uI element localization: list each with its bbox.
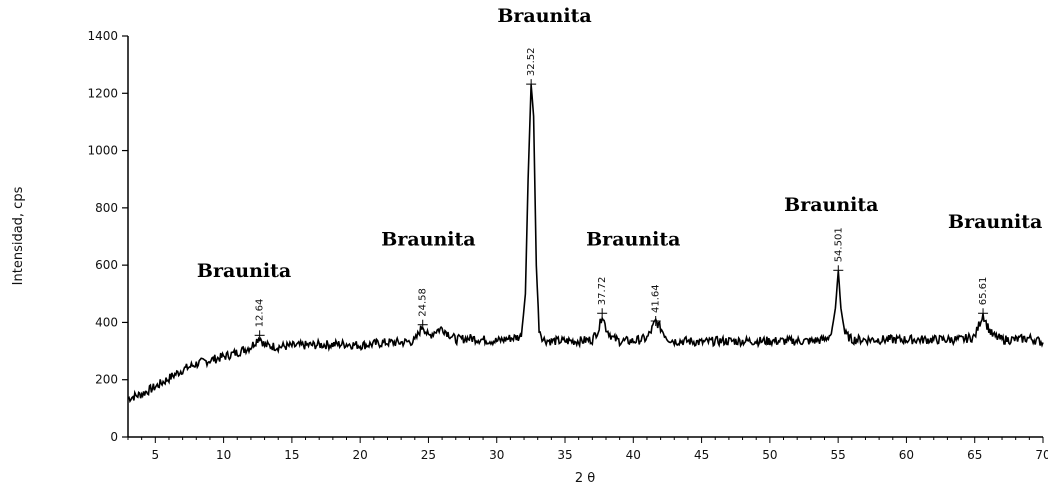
y-ticks: 0 200 400 600 800 1000 1200 1400 [87, 29, 128, 444]
x-tick-label: 25 [421, 448, 436, 462]
x-tick-label: 55 [831, 448, 846, 462]
y-tick-label: 400 [95, 315, 118, 329]
x-tick-label: 60 [899, 448, 914, 462]
x-tick-label: 50 [762, 448, 777, 462]
peak-label: 32.52 [526, 47, 537, 76]
x-tick-label: 5 [151, 448, 159, 462]
phase-annotation: Braunita [948, 211, 1042, 233]
phase-annotation: Braunita [784, 194, 878, 216]
y-tick-label: 1200 [87, 86, 118, 100]
x-tick-label: 45 [694, 448, 709, 462]
phase-annotation: Braunita [197, 260, 291, 282]
y-tick-label: 800 [95, 201, 118, 215]
phase-annotation: Braunita [497, 5, 591, 27]
peak-label: 65.61 [978, 277, 989, 306]
peak-label: 24.58 [418, 288, 429, 317]
peak-label: 37.72 [597, 277, 608, 306]
series-line [127, 84, 1044, 404]
y-tick-label: 200 [95, 373, 118, 387]
x-tick-label: 30 [489, 448, 504, 462]
x-tick-label: 40 [626, 448, 641, 462]
x-tick-label: 35 [557, 448, 572, 462]
peak-label: 54.501 [833, 227, 844, 262]
x-ticks: 5 10 15 20 25 30 35 40 45 50 55 60 65 70 [127, 437, 1048, 462]
y-axis-title: Intensidad, cps [11, 186, 26, 285]
y-tick-label: 1400 [87, 29, 118, 43]
peak-label: 12.64 [255, 299, 266, 328]
y-tick-label: 0 [110, 430, 118, 444]
peak-labels: 12.64 24.58 32.52 37.72 41.64 54.501 65.61 [254, 47, 989, 341]
axes [127, 36, 1043, 438]
peak-label: 41.64 [651, 284, 662, 313]
phase-annotation: Braunita [586, 228, 680, 250]
phase-annotations: Braunita Braunita Braunita Braunita Braunita… [197, 5, 1042, 282]
x-tick-label: 20 [353, 448, 368, 462]
x-tick-label: 70 [1035, 448, 1048, 462]
phase-annotation: Braunita [381, 228, 475, 250]
x-tick-label: 65 [967, 448, 982, 462]
x-tick-label: 10 [216, 448, 231, 462]
y-tick-label: 600 [95, 258, 118, 272]
x-tick-label: 15 [284, 448, 299, 462]
x-axis-title: 2 θ [575, 471, 595, 486]
y-tick-label: 1000 [87, 144, 118, 158]
